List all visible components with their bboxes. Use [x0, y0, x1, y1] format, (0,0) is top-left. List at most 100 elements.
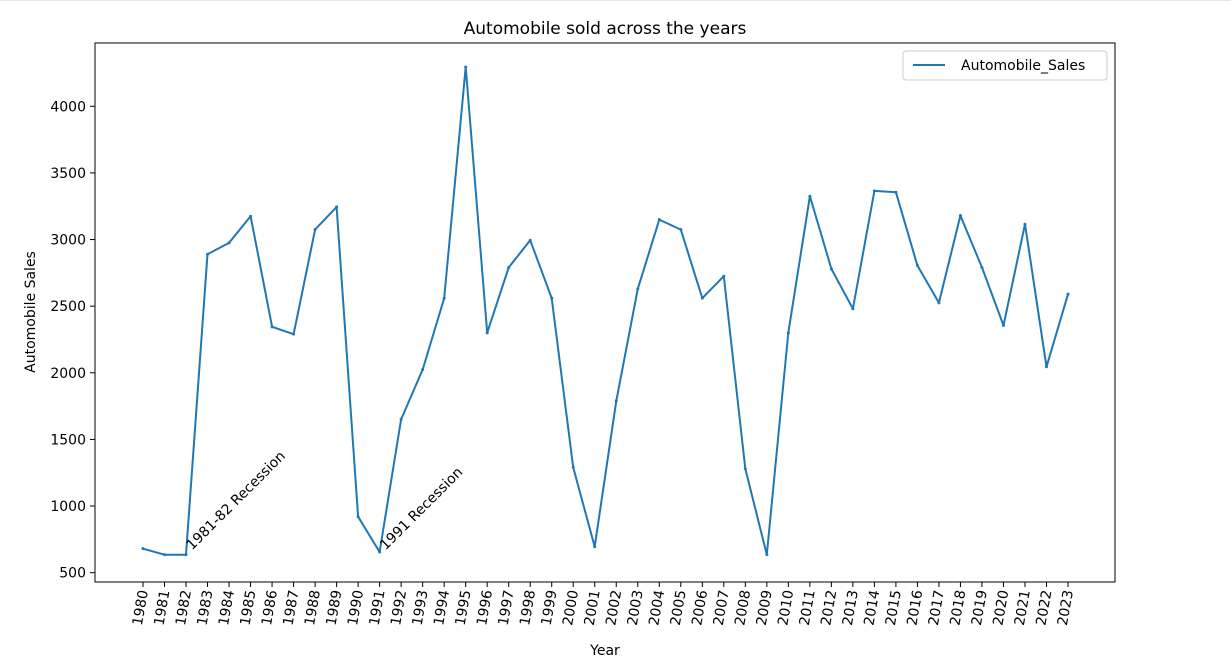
x-tick-label: 2015 [883, 589, 905, 627]
x-tick-label: 1991 [367, 589, 389, 627]
x-tick-label: 1983 [195, 589, 217, 627]
data-point [937, 301, 941, 305]
data-point [722, 274, 726, 278]
y-tick-label: 2000 [50, 366, 86, 382]
x-tick-label: 2022 [1033, 589, 1055, 627]
data-point [442, 296, 446, 300]
y-tick-label: 3500 [50, 166, 86, 182]
data-point [1001, 323, 1005, 327]
data-point [550, 296, 554, 300]
x-tick-label: 2010 [775, 589, 797, 627]
data-point [227, 241, 231, 245]
annotation-label: 1981-82 Recession [184, 448, 289, 553]
data-point [980, 266, 984, 270]
data-point [399, 417, 403, 421]
x-tick-label: 2009 [754, 589, 776, 627]
data-point [292, 332, 296, 336]
data-point [679, 228, 683, 232]
x-tick-label: 1985 [238, 589, 260, 627]
x-tick-label: 1995 [453, 589, 475, 627]
data-point [593, 545, 597, 549]
data-point [571, 465, 575, 469]
data-point [894, 190, 898, 194]
x-tick-label: 2004 [646, 589, 668, 627]
x-tick-label: 2003 [625, 589, 647, 627]
x-tick-label: 2000 [560, 589, 582, 627]
data-point [184, 553, 188, 557]
x-tick-label: 2007 [711, 589, 733, 627]
y-tick-label: 2500 [50, 299, 86, 315]
data-point [1066, 292, 1070, 296]
x-tick-label: 2012 [818, 589, 840, 627]
data-point [270, 325, 274, 329]
data-point [829, 267, 833, 271]
x-tick-label: 1990 [345, 589, 367, 627]
x-tick-label: 2008 [732, 589, 754, 627]
series-line-automobile-sales [142, 66, 1069, 556]
data-point [786, 331, 790, 335]
data-point [851, 307, 855, 311]
x-tick-label: 2014 [861, 589, 883, 627]
x-tick-label: 2017 [926, 589, 948, 627]
data-point [808, 194, 812, 198]
x-tick-label: 1986 [259, 589, 281, 627]
data-point [528, 238, 532, 242]
x-tick-label: 1996 [474, 589, 496, 627]
data-point [743, 467, 747, 471]
x-axis-label: Year [589, 643, 620, 659]
data-point [313, 228, 317, 232]
legend: Automobile_Sales [902, 50, 1108, 81]
y-tick-label: 500 [59, 566, 86, 582]
x-tick-label: 1987 [281, 589, 303, 627]
legend-label: Automobile_Sales [961, 58, 1085, 74]
data-point [636, 287, 640, 291]
data-point [421, 367, 425, 371]
data-point [507, 266, 511, 270]
data-point [614, 399, 618, 403]
x-tick-label: 1992 [388, 589, 410, 627]
x-tick-label: 2020 [990, 589, 1012, 627]
data-point [872, 189, 876, 193]
x-tick-label: 2013 [840, 589, 862, 627]
data-point [1023, 222, 1027, 226]
series-points [141, 65, 1070, 557]
x-tick-label: 2019 [969, 589, 991, 627]
data-point [700, 296, 704, 300]
data-point [249, 214, 253, 218]
plot-frame [94, 42, 1116, 583]
x-tick-label: 2016 [904, 589, 926, 627]
x-tick-label: 2021 [1012, 589, 1034, 627]
x-tick-label: 2023 [1055, 589, 1077, 627]
annotations: 1981-82 Recession 1991 Recession [184, 448, 467, 553]
y-tick-label: 1500 [50, 432, 86, 448]
data-point [163, 553, 167, 557]
data-point [958, 214, 962, 218]
y-axis: 500 1000 1500 2000 2500 3000 3500 4000 [50, 99, 95, 582]
data-point [335, 205, 339, 209]
x-tick-label: 2005 [668, 589, 690, 627]
x-tick-label: 1982 [173, 589, 195, 627]
top-divider [0, 0, 1231, 1]
data-point [657, 218, 661, 222]
x-axis: 1980 1981 1982 1983 1984 1985 1986 1987 1988 1989… [130, 582, 1077, 627]
x-tick-label: 2011 [797, 589, 819, 627]
x-tick-label: 1989 [324, 589, 346, 627]
x-tick-label: 1998 [517, 589, 539, 627]
data-point [485, 331, 489, 335]
x-tick-label: 2018 [947, 589, 969, 627]
data-point [765, 553, 769, 557]
y-tick-label: 1000 [50, 499, 86, 515]
x-tick-label: 1993 [410, 589, 432, 627]
data-point [378, 550, 382, 554]
annotation-label: 1991 Recession [377, 464, 466, 553]
x-tick-label: 1994 [431, 589, 453, 627]
x-tick-label: 1980 [130, 589, 152, 627]
y-axis-label: Automobile Sales [23, 251, 39, 373]
x-tick-label: 2002 [603, 589, 625, 627]
x-tick-label: 1984 [216, 589, 238, 627]
legend-box [902, 50, 1108, 81]
data-point [1044, 365, 1048, 369]
data-point [206, 252, 210, 256]
x-tick-label: 1999 [539, 589, 561, 627]
x-tick-label: 1981 [152, 589, 174, 627]
